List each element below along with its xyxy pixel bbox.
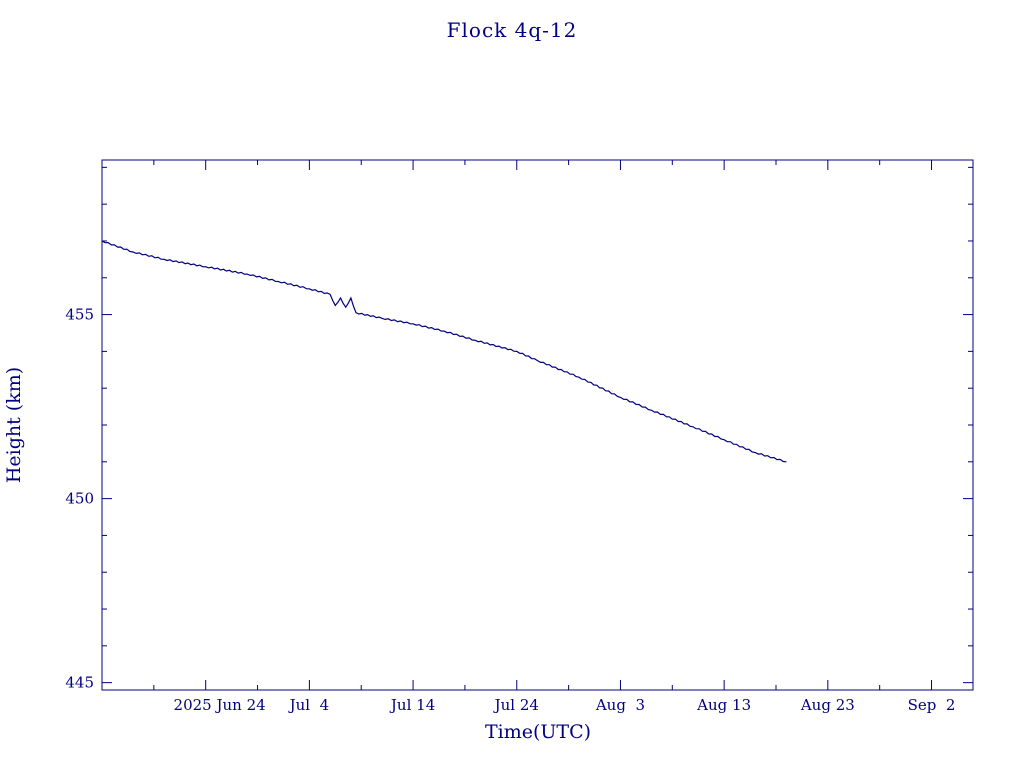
- chart-title: Flock 4q-12: [447, 18, 578, 42]
- x-axis-label: Time(UTC): [485, 721, 591, 743]
- plot-frame: [101, 159, 974, 691]
- x-tick-label: Jul 24: [493, 696, 539, 714]
- x-tick-label: Aug 3: [595, 696, 645, 714]
- height-series-line: [101, 240, 787, 463]
- y-axis-label: Height (km): [3, 367, 25, 483]
- y-tick-label: 455: [65, 306, 94, 324]
- y-tick-label: 450: [65, 490, 94, 508]
- x-tick-label: Jul 14: [389, 696, 435, 714]
- y-tick-labels: 445 450 455: [65, 306, 94, 692]
- x-tick-label: Aug 13: [696, 696, 751, 714]
- x-tick-labels: 2025 Jun 24 Jul 4 Jul 14 Jul 24 Aug 3 Aug 13 A…: [174, 696, 956, 714]
- y-tick-label: 445: [65, 674, 94, 692]
- x-tick-label: Sep 2: [908, 696, 956, 714]
- x-tick-label: Aug 23: [800, 696, 855, 714]
- axis-ticks: [102, 160, 973, 690]
- x-tick-label: 2025 Jun 24: [174, 696, 266, 714]
- x-tick-label: Jul 4: [288, 696, 330, 714]
